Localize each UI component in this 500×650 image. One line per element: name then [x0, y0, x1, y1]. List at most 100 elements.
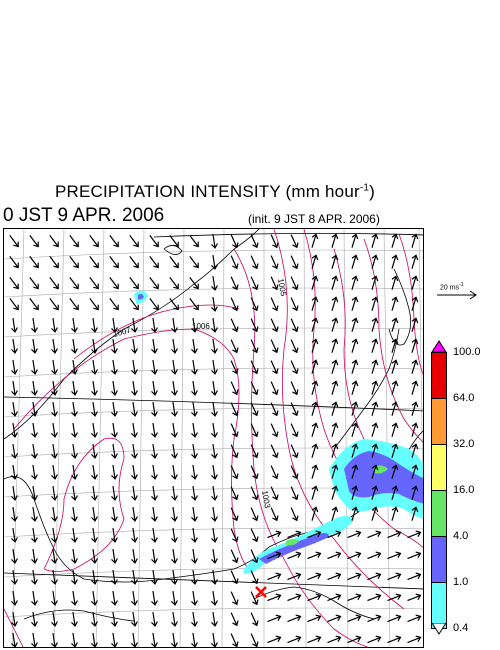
wind-arrow — [230, 318, 239, 333]
wind-arrow — [407, 551, 422, 560]
wind-arrow — [11, 317, 18, 333]
wind-arrow — [91, 401, 98, 417]
wind-arrow — [311, 506, 319, 521]
wind-arrow — [211, 569, 218, 585]
wind-arrow — [311, 485, 319, 500]
title-text: PRECIPITATION INTENSITY (mm hour — [54, 182, 360, 201]
wind-arrow — [151, 359, 158, 375]
wind-arrow — [331, 254, 339, 269]
wind-arrow — [189, 298, 199, 311]
wind-arrow — [250, 612, 259, 627]
wind-arrow — [111, 506, 118, 522]
wind-arrow — [290, 276, 299, 291]
wind-arrow — [287, 551, 302, 560]
wind-arrow — [230, 486, 239, 501]
valid-time: 0 JST 9 APR. 2006 — [3, 205, 165, 226]
wind-arrow — [11, 464, 18, 480]
wind-arrow — [211, 464, 218, 480]
wind-arrow — [171, 632, 178, 647]
wind-arrow — [351, 317, 359, 332]
wind-arrow — [351, 464, 359, 479]
wind-arrow — [311, 401, 319, 416]
wind-arrow — [151, 632, 158, 647]
wind-arrow — [371, 254, 379, 269]
wind-arrow — [211, 359, 218, 375]
wind-arrow — [171, 317, 178, 333]
wind-arrow — [151, 527, 158, 543]
wind-arrow — [347, 635, 362, 644]
wind-arrow — [51, 590, 58, 606]
wind-arrow — [311, 359, 319, 374]
wind-arrow — [351, 296, 359, 311]
isobar-label: 1006 — [192, 322, 210, 331]
wind-arrow — [347, 614, 362, 623]
wind-arrow — [250, 276, 259, 291]
wind-arrow — [111, 632, 118, 647]
wind-arrow — [230, 423, 239, 438]
wind-arrow — [250, 255, 259, 270]
wind-arrow — [230, 360, 239, 375]
wind-arrow — [191, 632, 198, 647]
wind-arrow — [191, 611, 198, 627]
wind-arrow — [230, 465, 239, 480]
wind-arrow — [230, 507, 239, 522]
wind-arrow — [250, 528, 259, 543]
wind-arrow — [91, 506, 98, 522]
wind-arrow — [151, 380, 158, 396]
isobar-labels: 1005 1006 1007 1003 — [112, 278, 288, 510]
wind-arrow — [111, 611, 118, 627]
wind-arrow — [331, 359, 339, 374]
wind-arrow — [270, 402, 279, 417]
wind-arrow — [191, 527, 198, 543]
wind-arrow — [91, 380, 98, 396]
legend-swatch — [431, 398, 447, 445]
wind-arrow — [151, 422, 158, 438]
wind-arrow — [250, 591, 259, 606]
wind-arrow — [230, 633, 239, 647]
wind-arrow — [11, 506, 18, 522]
wind-arrow — [391, 485, 399, 500]
wind-arrow — [230, 381, 239, 396]
wind-arrow — [151, 464, 158, 480]
wind-arrow — [31, 338, 38, 354]
wind-arrow — [71, 464, 78, 480]
wind-arrow — [287, 635, 302, 644]
wind-arrow — [391, 275, 399, 290]
wind-arrow — [290, 486, 299, 501]
wind-arrow — [111, 485, 118, 501]
wind-arrow — [191, 506, 198, 522]
wind-arrow — [91, 611, 98, 627]
wind-arrow — [129, 298, 139, 311]
wind-arrow — [411, 254, 419, 269]
wind-arrow — [287, 572, 302, 581]
wind-arrow — [351, 380, 359, 395]
wind-arrow — [347, 572, 362, 581]
wind-arrow — [327, 614, 342, 623]
legend-tick-label: 0.4 — [453, 622, 469, 634]
wind-arrow — [29, 277, 39, 290]
wind-arrow — [211, 254, 218, 270]
wind-vectors — [9, 233, 422, 647]
wind-arrow — [31, 632, 38, 647]
wind-arrow — [191, 485, 198, 501]
wind-arrow — [211, 506, 218, 522]
wind-arrow — [151, 485, 158, 501]
wind-arrow — [270, 507, 279, 522]
wind-arrow — [371, 506, 379, 521]
wind-arrow — [171, 380, 178, 396]
wind-arrow — [311, 317, 319, 332]
wind-arrow — [211, 443, 218, 459]
wind-arrow — [391, 506, 399, 521]
wind-arrow — [111, 401, 118, 417]
wind-arrow — [171, 422, 178, 438]
wind-arrow — [151, 548, 158, 564]
wind-arrow — [191, 548, 198, 564]
wind-arrow — [331, 422, 339, 437]
wind-arrow — [11, 632, 18, 647]
wind-arrow — [367, 635, 382, 644]
wind-arrow — [131, 632, 138, 647]
wind-arrow — [211, 590, 218, 606]
wind-arrow — [351, 485, 359, 500]
wind-arrow — [131, 464, 138, 480]
wind-arrow — [411, 317, 419, 332]
